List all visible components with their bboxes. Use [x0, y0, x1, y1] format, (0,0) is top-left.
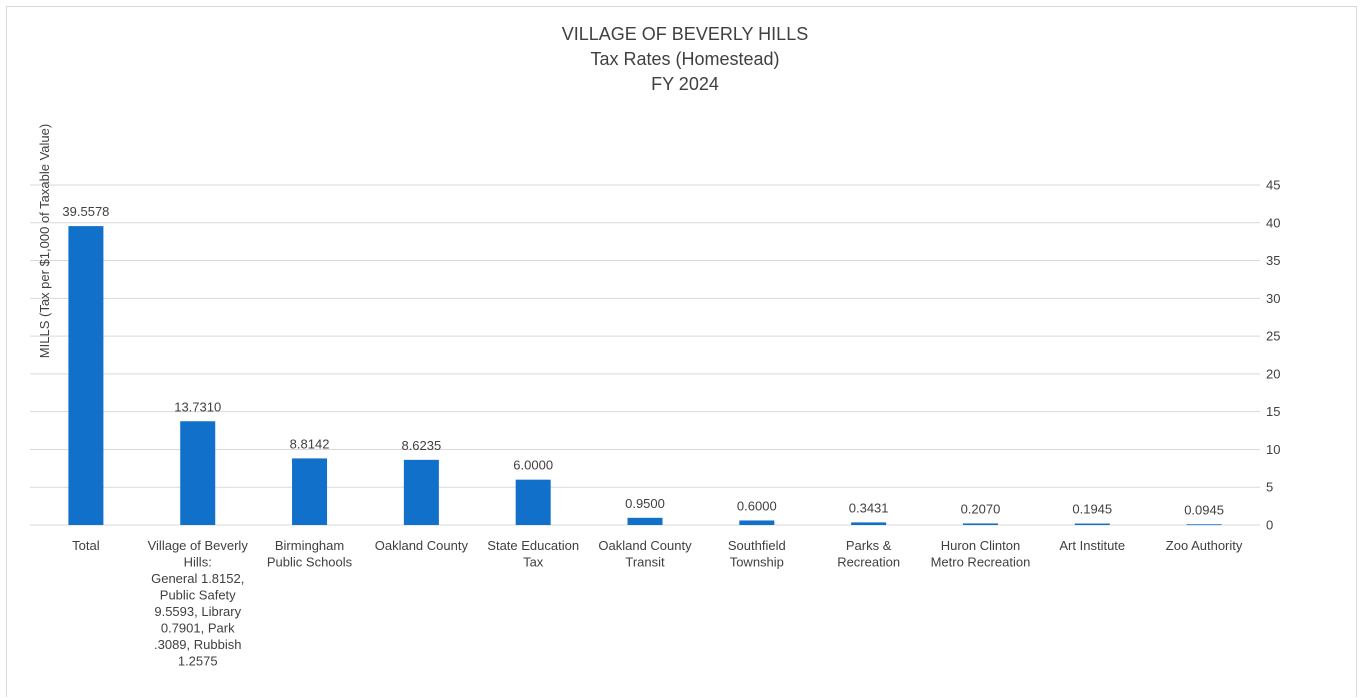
- category-label: Village of Beverly Hills: General 1.8152, P…: [148, 538, 249, 669]
- bar: [962, 523, 998, 525]
- y-tick-label: 30: [1266, 291, 1280, 306]
- category-label: Total: [72, 538, 100, 553]
- x-axis-categories: Total Village of Beverly Hills: General 1.8…: [72, 538, 1243, 669]
- bar: [515, 479, 551, 525]
- y-tick-label: 45: [1266, 178, 1280, 193]
- y-tick-label: 10: [1266, 442, 1280, 457]
- y-tick-label: 25: [1266, 329, 1280, 344]
- category-label: Oakland County Transit: [598, 538, 692, 570]
- y-tick-label: 0: [1266, 518, 1273, 533]
- bar: [403, 459, 439, 525]
- chart-title: VILLAGE OF BEVERLY HILLS Tax Rates (Homes…: [562, 24, 808, 94]
- bar: [627, 517, 663, 525]
- data-label: 0.2070: [961, 501, 1001, 516]
- y-axis-title: MILLS (Tax per $1,000 of Taxable Value): [37, 124, 52, 358]
- data-label: 0.9500: [625, 496, 665, 511]
- bar: [292, 458, 328, 525]
- gridlines: [30, 184, 1260, 526]
- bar: [180, 421, 216, 525]
- category-label: State Education Tax: [487, 538, 579, 570]
- category-label: Southfield Township: [728, 538, 786, 570]
- y-tick-label: 5: [1266, 480, 1273, 495]
- data-label: 8.8142: [290, 436, 330, 451]
- bar: [739, 520, 775, 525]
- chart-title-line: FY 2024: [651, 74, 719, 94]
- chart-title-line: Tax Rates (Homestead): [590, 49, 779, 69]
- bar: [1186, 524, 1222, 526]
- y-tick-label: 35: [1266, 253, 1280, 268]
- data-label: 0.3431: [849, 500, 889, 515]
- y-tick-label: 15: [1266, 404, 1280, 419]
- category-label: Oakland County: [375, 538, 469, 553]
- category-label: Parks & Recreation: [837, 538, 900, 570]
- data-label: 0.1945: [1072, 502, 1112, 517]
- category-label: Zoo Authority: [1166, 538, 1243, 553]
- y-axis-ticks: 0 5 10 15 20 25 30 35 40 45: [1266, 178, 1280, 533]
- bar: [1074, 523, 1110, 525]
- data-label: 8.6235: [401, 438, 441, 453]
- data-label: 39.5578: [62, 204, 109, 219]
- bars: [68, 226, 1222, 526]
- chart-area: 39.5578 13.7310 8.8142 8.6235 6.0000 0.9500 0.…: [6, 6, 1357, 697]
- bar: [851, 522, 887, 525]
- data-labels: 39.5578 13.7310 8.8142 8.6235 6.0000 0.9500 0.…: [62, 204, 1224, 517]
- category-label: Birmingham Public Schools: [267, 538, 353, 570]
- bar-chart: 39.5578 13.7310 8.8142 8.6235 6.0000 0.9500 0.…: [30, 24, 1280, 669]
- y-tick-label: 40: [1266, 215, 1280, 230]
- y-tick-label: 20: [1266, 366, 1280, 381]
- data-label: 0.6000: [737, 498, 777, 513]
- bar: [68, 226, 104, 526]
- category-label: Huron Clinton Metro Recreation: [931, 538, 1031, 570]
- data-label: 0.0945: [1184, 502, 1224, 517]
- data-label: 6.0000: [513, 458, 553, 473]
- data-label: 13.7310: [174, 399, 221, 414]
- chart-title-line: VILLAGE OF BEVERLY HILLS: [562, 24, 808, 44]
- category-label: Art Institute: [1059, 538, 1125, 553]
